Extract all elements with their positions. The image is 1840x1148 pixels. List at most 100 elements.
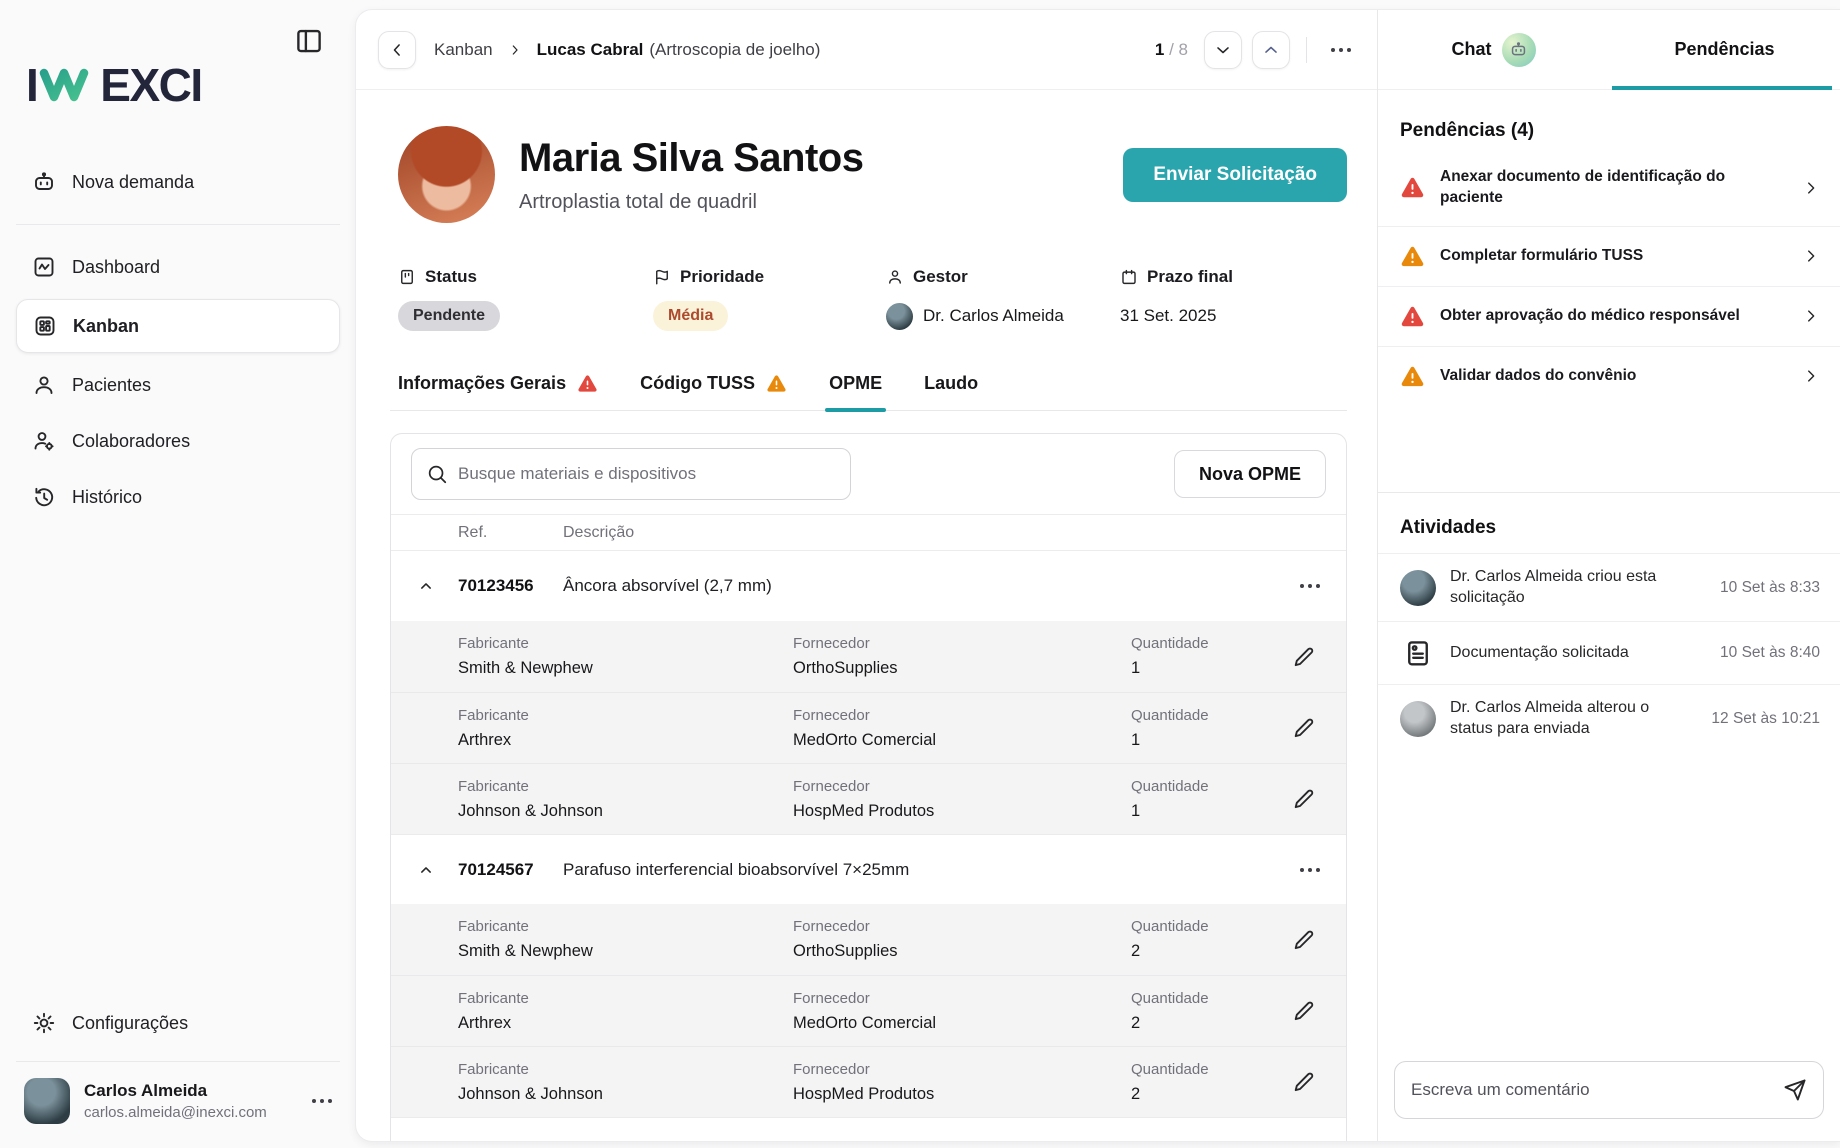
user-email: carlos.almeida@inexci.com [84, 1104, 267, 1121]
row-more-button[interactable] [1300, 867, 1320, 872]
tab-laudo[interactable]: Laudo [924, 373, 979, 393]
activity-item: Dr. Carlos Almeida criou esta solicitaçã… [1378, 552, 1840, 622]
more-options-button[interactable] [1331, 47, 1351, 52]
sidebar-item-colaboradores[interactable]: Colaboradores [16, 417, 340, 465]
previous-record-button[interactable] [1252, 30, 1290, 69]
opme-search [411, 448, 851, 500]
robot-icon [35, 172, 53, 190]
panel-tabs: Chat Pendências [1378, 10, 1840, 90]
edit-pencil-icon[interactable] [1292, 1070, 1316, 1094]
search-icon [428, 465, 447, 484]
tab-opme[interactable]: OPME [825, 373, 887, 412]
manager-name: Dr. Carlos Almeida [923, 306, 1064, 325]
pendencia-text: Validar dados do convênio [1440, 366, 1637, 384]
column-ref: Ref. [458, 523, 488, 541]
activity-item: Documentação solicitada 10 Set às 8:40 [1378, 621, 1840, 684]
opme-option-row: Fabricante Smith & Newphew Fornecedor Orth… [391, 621, 1346, 692]
sidebar-item-nova-demanda[interactable]: Nova demanda [16, 158, 340, 206]
section-divider [1378, 491, 1840, 493]
activity-time: 10 Set às 8:33 [1720, 578, 1820, 596]
back-button[interactable] [378, 30, 416, 69]
activity-text: Documentação solicitada [1450, 644, 1629, 662]
sidebar-item-label: Configurações [72, 1012, 189, 1033]
breadcrumb-current: Lucas Cabral [536, 39, 644, 59]
manager-avatar [886, 302, 913, 330]
pendencia-item[interactable]: Obter aprovação do médico responsável [1378, 285, 1840, 346]
send-icon[interactable] [1783, 1078, 1807, 1102]
collapse-caret-icon[interactable] [415, 860, 437, 880]
pendencia-item[interactable]: Completar formulário TUSS [1378, 225, 1840, 286]
user-more-button[interactable] [312, 1099, 332, 1103]
opme-group-row: 70123234 Âncora metálica com fio não abs… [391, 1117, 1346, 1141]
dashboard-icon [34, 257, 54, 277]
opme-ref: 70123456 [458, 576, 534, 595]
sidebar: I EXCI Nova demanda Dashboard Kanban Pac… [0, 0, 356, 1148]
activity-avatar [1400, 701, 1436, 738]
opme-options: Fabricante Smith & Newphew Fornecedor Orth… [391, 621, 1346, 834]
supplier-value: MedOrto Comercial [793, 1013, 937, 1032]
manufacturer-value: Smith & Newphew [458, 659, 593, 677]
patient-header: Maria Silva Santos Artroplastia total de… [390, 126, 1347, 223]
sidebar-item-configuracoes[interactable]: Configurações [16, 999, 340, 1047]
user-avatar [24, 1078, 70, 1124]
search-input[interactable] [458, 464, 836, 484]
opme-option-row: Fabricante Smith & Newphew Fornecedor Orth… [391, 904, 1346, 975]
sidebar-divider [16, 224, 340, 225]
pendencia-item[interactable]: Anexar documento de identificação do pac… [1378, 150, 1840, 226]
tab-pendencias[interactable]: Pendências [1609, 10, 1840, 90]
history-icon [35, 487, 54, 507]
edit-pencil-icon[interactable] [1292, 787, 1316, 811]
edit-pencil-icon[interactable] [1292, 645, 1316, 669]
user-profile[interactable]: Carlos Almeida carlos.almeida@inexci.com [0, 1078, 356, 1130]
main-content: Maria Silva Santos Artroplastia total de… [356, 90, 1377, 1141]
patient-icon [35, 376, 53, 394]
warning-icon [1401, 246, 1424, 267]
supplier-value: MedOrto Comercial [793, 730, 937, 749]
tab-codigo-tuss[interactable]: Código TUSS [640, 373, 787, 410]
send-request-button[interactable]: Enviar Solicitação [1123, 147, 1347, 202]
column-desc: Descrição [563, 523, 635, 541]
manufacturer-value: Johnson & Johnson [458, 801, 603, 820]
pendencia-text: Obter aprovação do médico responsável [1440, 306, 1740, 324]
edit-pencil-icon[interactable] [1292, 716, 1316, 740]
breadcrumb-detail: (Artroscopia de joelho) [649, 39, 821, 59]
patient-procedure: Artroplastia total de quadril [519, 190, 757, 213]
tab-informacoes-gerais[interactable]: Informações Gerais [398, 373, 598, 410]
opme-table-header: Ref. Descrição [391, 514, 1346, 551]
quantity-value: 1 [1131, 659, 1141, 677]
edit-pencil-icon[interactable] [1292, 928, 1316, 952]
breadcrumb-root[interactable]: Kanban [434, 39, 493, 59]
pendencias-title: Pendências (4) [1400, 120, 1535, 141]
activity-text: Dr. Carlos Almeida alterou o status para… [1450, 699, 1650, 738]
comment-input[interactable] [1411, 1080, 1773, 1100]
sidebar-item-pacientes[interactable]: Pacientes [16, 361, 340, 409]
chevron-right-icon [512, 44, 518, 55]
tab-chat[interactable]: Chat [1378, 10, 1609, 89]
row-more-button[interactable] [1300, 584, 1320, 588]
collapse-caret-icon[interactable] [415, 576, 437, 596]
pendencia-text: Completar formulário TUSS [1440, 246, 1644, 264]
sidebar-item-label: Histórico [72, 486, 143, 507]
flag-icon [656, 269, 668, 285]
logo-text-suffix: EXCI [100, 59, 203, 111]
sidebar-item-dashboard[interactable]: Dashboard [16, 243, 340, 291]
opme-description: Âncora absorvível (2,7 mm) [563, 576, 772, 595]
comment-composer [1394, 1061, 1824, 1119]
edit-pencil-icon[interactable] [1292, 999, 1316, 1023]
main-area: Kanban Lucas Cabral (Artroscopia de joel… [356, 10, 1378, 1141]
next-record-button[interactable] [1204, 30, 1242, 69]
sidebar-item-kanban[interactable]: Kanban [16, 299, 340, 353]
sidebar-collapse-icon[interactable] [294, 26, 324, 56]
patient-avatar [398, 126, 495, 223]
opme-description: Parafuso interferencial bioabsorvível 7×… [563, 859, 910, 879]
manufacturer-value: Arthrex [458, 1013, 512, 1032]
status-icon [401, 269, 413, 285]
pendencia-item[interactable]: Validar dados do convênio [1378, 345, 1840, 406]
opme-group-row: 70124567 Parafuso interferencial bioabso… [391, 834, 1346, 904]
new-opme-button[interactable]: Nova OPME [1173, 450, 1326, 498]
chevron-right-icon [1808, 310, 1815, 322]
priority-badge: Média [653, 301, 729, 331]
logo-mark-icon [40, 68, 89, 102]
supplier-value: OrthoSupplies [793, 942, 898, 960]
sidebar-item-historico[interactable]: Histórico [16, 473, 340, 521]
